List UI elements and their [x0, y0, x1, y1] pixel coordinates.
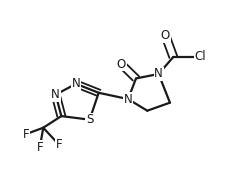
Text: S: S — [86, 113, 93, 126]
Text: F: F — [56, 138, 62, 151]
Text: N: N — [124, 93, 132, 106]
Text: F: F — [23, 128, 30, 141]
Text: N: N — [154, 68, 163, 80]
Text: N: N — [72, 77, 80, 90]
Text: O: O — [117, 58, 126, 71]
Text: O: O — [161, 29, 170, 42]
Text: N: N — [51, 88, 60, 101]
Text: Cl: Cl — [195, 50, 206, 64]
Text: F: F — [37, 141, 43, 154]
